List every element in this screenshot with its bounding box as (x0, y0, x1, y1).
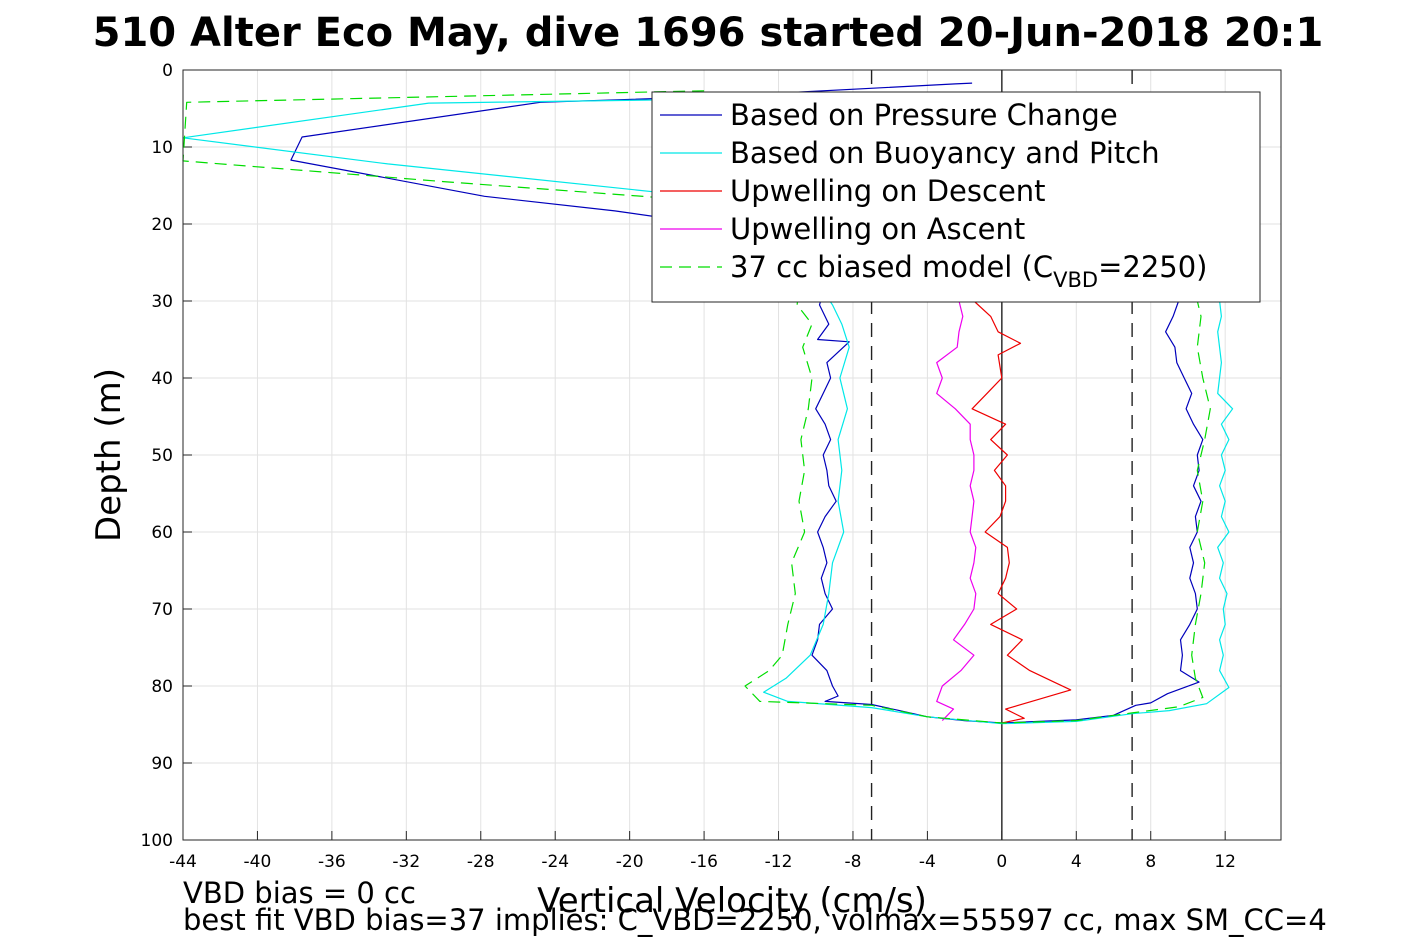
y-tick-label: 70 (151, 600, 173, 620)
y-tick-labels: 0 10 20 30 40 50 60 70 80 90 100 (141, 61, 173, 851)
footer-vbd-bias: VBD bias = 0 cc (183, 876, 416, 910)
x-tick-label: 0 (996, 852, 1007, 872)
x-tick-label: -24 (541, 852, 569, 872)
legend-box (651, 91, 1261, 303)
y-tick-label: 20 (151, 215, 173, 235)
series-line-3 (936, 300, 977, 722)
x-axis-label: Vertical Velocity (cm/s) (537, 881, 927, 921)
legend-label-0: Based on Pressure Change (730, 98, 1118, 132)
series-line-4 (182, 90, 1211, 724)
legend: Based on Pressure Change Based on Buoyanc… (651, 91, 1261, 303)
x-tick-label: -16 (690, 852, 718, 872)
y-tick-label: 60 (151, 523, 173, 543)
y-axis-label: Depth (m) (89, 368, 129, 542)
x-tick-label: -36 (318, 852, 346, 872)
legend-label-text: Based on Buoyancy and Pitch (730, 136, 1160, 170)
legend-label-3: Upwelling on Ascent (730, 212, 1025, 246)
axes-box (182, 69, 1282, 841)
y-tick-label: 100 (141, 831, 173, 851)
x-tick-label: 12 (1214, 852, 1236, 872)
chart-title: 510 Alter Eco May, dive 1696 started 20-… (93, 10, 1324, 56)
x-tick-label: -32 (392, 852, 420, 872)
x-tick-label: 8 (1145, 852, 1156, 872)
legend-label-2: Upwelling on Descent (730, 174, 1046, 208)
legend-label-text: Upwelling on Ascent (730, 212, 1025, 246)
series-line-0 (290, 82, 1204, 724)
y-tick-label: 10 (151, 138, 173, 158)
legend-label-text: 37 cc biased model (C (730, 250, 1053, 284)
legend-label-4: 37 cc biased model (CVBD=2250) (730, 250, 1208, 292)
x-tick-label: -12 (765, 852, 793, 872)
x-tick-label: -40 (244, 852, 272, 872)
y-tick-label: 80 (151, 677, 173, 697)
x-tick-label: -4 (919, 852, 936, 872)
legend-label-suffix: =2250) (1098, 250, 1207, 284)
legend-label-text: Upwelling on Descent (730, 174, 1046, 208)
y-tick-label: 40 (151, 369, 173, 389)
y-tick-label: 50 (151, 446, 173, 466)
series-line-1 (182, 98, 1234, 725)
legend-items: Based on Pressure Change Based on Buoyanc… (660, 98, 1208, 292)
series-line-2 (971, 300, 1072, 724)
legend-label-subscript: VBD (1053, 268, 1098, 292)
x-tick-label: 4 (1071, 852, 1082, 872)
legend-label-text: Based on Pressure Change (730, 98, 1118, 132)
x-tick-label: -8 (844, 852, 861, 872)
x-tick-label: -44 (169, 852, 197, 872)
y-tick-label: 90 (151, 754, 173, 774)
legend-label-1: Based on Buoyancy and Pitch (730, 136, 1160, 170)
y-tick-label: 30 (151, 292, 173, 312)
x-tick-labels: -44 -40 -36 -32 -28 -24 -20 -16 -12 -8 -4 0 4 8 12 (169, 852, 1236, 872)
y-tick-label: 0 (162, 61, 173, 81)
series-group (182, 82, 1234, 725)
x-tick-label: -28 (467, 852, 495, 872)
x-tick-label: -20 (616, 852, 644, 872)
footer-best-fit: best fit VBD bias=37 implies: C_VBD=2250… (183, 903, 1327, 937)
